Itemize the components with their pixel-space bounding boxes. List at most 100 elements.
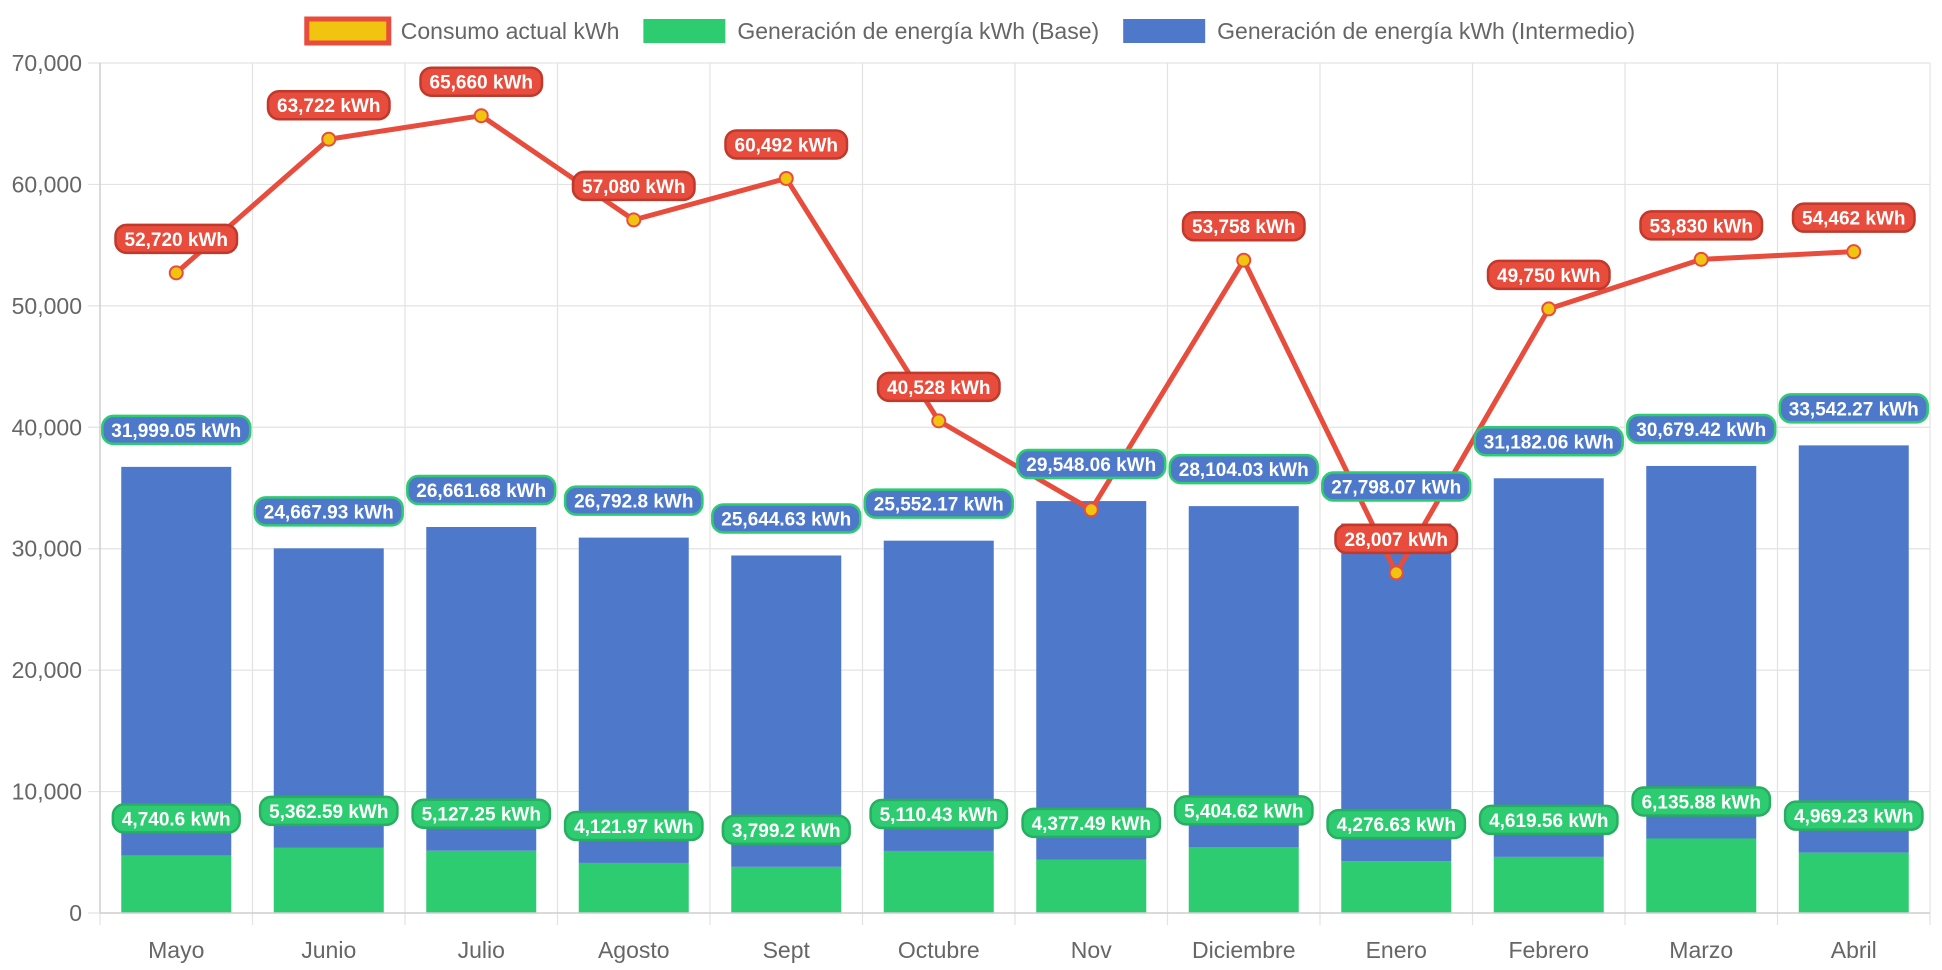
label-base-bg bbox=[1173, 795, 1314, 826]
legend-item[interactable]: Consumo actual kWh bbox=[304, 16, 620, 46]
label-base-text: 6,135.88 kWh bbox=[1642, 792, 1761, 813]
label-consumo-text: 53,758 kWh bbox=[1192, 217, 1296, 238]
bar-intermedio bbox=[1493, 478, 1604, 857]
label-consumo-bg bbox=[876, 371, 1001, 403]
consumption-point bbox=[473, 108, 489, 124]
label-intermedio-text: 31,999.05 kWh bbox=[111, 421, 241, 442]
label-intermedio-bg bbox=[711, 503, 862, 534]
bar-base bbox=[1493, 856, 1604, 913]
label-base-text: 5,404.62 kWh bbox=[1184, 801, 1303, 822]
label-consumo: 54,462 kWh bbox=[1791, 202, 1916, 233]
consumption-line-path bbox=[174, 113, 1854, 576]
legend-swatch bbox=[1123, 19, 1206, 43]
label-consumo: 53,758 kWh bbox=[1181, 210, 1306, 242]
x-tick-label: Julio bbox=[458, 937, 505, 963]
bar-intermedio bbox=[1798, 445, 1909, 853]
bar-base bbox=[426, 850, 537, 913]
bar-base bbox=[273, 847, 384, 913]
y-tick-label: 50,000 bbox=[12, 293, 82, 319]
label-consumo: 60,492 kWh bbox=[724, 129, 849, 160]
label-consumo: 63,722 kWh bbox=[266, 89, 391, 121]
grid bbox=[88, 62, 1931, 925]
consumption-point bbox=[1388, 565, 1404, 581]
bar-base bbox=[1798, 852, 1909, 913]
label-base: 5,127.25 kWh bbox=[411, 798, 552, 829]
label-base-bg bbox=[1021, 807, 1162, 839]
axes: 0 10,000 20,000 30,000 40,000 50,000 60,000 70,… bbox=[12, 50, 1930, 963]
label-base: 4,276.63 kWh bbox=[1326, 808, 1467, 840]
legend-item[interactable]: Generación de energía kWh (Intermedio) bbox=[1123, 18, 1635, 44]
consumption-point bbox=[1083, 502, 1099, 518]
label-base-bg bbox=[869, 798, 1009, 830]
bar-intermedio bbox=[1036, 501, 1147, 860]
label-intermedio-bg bbox=[1626, 413, 1777, 445]
x-tick-label: Abril bbox=[1831, 937, 1877, 963]
label-intermedio-bg bbox=[253, 496, 404, 527]
label-intermedio-text: 27,798.07 kWh bbox=[1331, 478, 1461, 499]
label-base: 5,110.43 kWh bbox=[869, 798, 1009, 830]
label-intermedio-bg bbox=[101, 414, 252, 446]
label-consumo-bg bbox=[1791, 202, 1916, 233]
consumption-point bbox=[1846, 244, 1862, 260]
label-intermedio-bg bbox=[406, 474, 557, 506]
y-tick-label: 20,000 bbox=[12, 657, 82, 683]
label-intermedio: 26,792.8 kWh bbox=[563, 485, 704, 516]
x-tick-label: Agosto bbox=[598, 937, 670, 963]
label-intermedio: 27,798.07 kWh bbox=[1321, 471, 1472, 502]
label-intermedio: 30,679.42 kWh bbox=[1626, 413, 1777, 445]
legend-item[interactable]: Generación de energía kWh (Base) bbox=[643, 18, 1099, 44]
label-intermedio: 31,182.06 kWh bbox=[1473, 426, 1624, 457]
bar-base bbox=[578, 862, 689, 913]
consumption-point bbox=[626, 212, 642, 228]
legend-swatch bbox=[304, 16, 392, 46]
y-tick-label: 0 bbox=[69, 900, 82, 926]
label-consumo: 49,750 kWh bbox=[1486, 259, 1611, 291]
label-base: 4,619.56 kWh bbox=[1478, 804, 1619, 836]
label-consumo-text: 65,660 kWh bbox=[430, 73, 534, 94]
label-intermedio-bg bbox=[1473, 426, 1624, 457]
label-base-bg bbox=[1631, 786, 1772, 817]
bar-base bbox=[121, 855, 232, 913]
consumption-point bbox=[1693, 251, 1709, 267]
label-consumo: 53,830 kWh bbox=[1639, 210, 1764, 241]
label-consumo-text: 57,080 kWh bbox=[582, 177, 686, 198]
x-tick-label: Junio bbox=[301, 937, 356, 963]
label-base-text: 5,362.59 kWh bbox=[269, 802, 388, 823]
legend-label: Consumo actual kWh bbox=[401, 18, 620, 44]
label-intermedio: 25,644.63 kWh bbox=[711, 503, 862, 534]
label-consumo-bg bbox=[724, 129, 849, 160]
consumption-line bbox=[168, 108, 1862, 581]
consumption-point bbox=[168, 265, 184, 281]
label-base: 4,121.97 kWh bbox=[563, 810, 704, 842]
y-tick-label: 70,000 bbox=[12, 50, 82, 76]
label-consumo: 40,528 kWh bbox=[876, 371, 1001, 403]
label-base-bg bbox=[1326, 808, 1467, 840]
label-intermedio-text: 30,679.42 kWh bbox=[1636, 420, 1766, 441]
legend: Consumo actual kWh Generación de energía … bbox=[304, 16, 1635, 46]
label-intermedio-text: 26,792.8 kWh bbox=[574, 492, 693, 513]
y-tick-label: 30,000 bbox=[12, 536, 82, 562]
label-consumo-bg bbox=[266, 89, 391, 121]
label-intermedio-text: 25,552.17 kWh bbox=[874, 495, 1004, 516]
label-base-bg bbox=[411, 798, 552, 829]
label-base-text: 4,969.23 kWh bbox=[1794, 807, 1913, 828]
label-base: 3,799.2 kWh bbox=[721, 814, 851, 846]
label-intermedio: 25,552.17 kWh bbox=[863, 488, 1014, 519]
y-tick-label: 10,000 bbox=[12, 779, 82, 805]
label-intermedio: 26,661.68 kWh bbox=[406, 474, 557, 506]
label-intermedio-text: 29,548.06 kWh bbox=[1026, 455, 1156, 476]
x-tick-label: Sept bbox=[763, 937, 811, 963]
bar-intermedio bbox=[578, 537, 689, 863]
consumption-point bbox=[1236, 252, 1252, 268]
label-base-text: 4,377.49 kWh bbox=[1032, 814, 1151, 835]
label-base-bg bbox=[111, 803, 241, 834]
label-intermedio-bg bbox=[863, 488, 1014, 519]
label-base-text: 4,619.56 kWh bbox=[1489, 811, 1608, 832]
x-tick-label: Febrero bbox=[1508, 937, 1589, 963]
label-base: 4,377.49 kWh bbox=[1021, 807, 1162, 839]
x-tick-label: Nov bbox=[1071, 937, 1112, 963]
label-base: 5,404.62 kWh bbox=[1173, 795, 1314, 826]
label-consumo-text: 63,722 kWh bbox=[277, 96, 381, 117]
label-base: 4,969.23 kWh bbox=[1783, 800, 1924, 831]
